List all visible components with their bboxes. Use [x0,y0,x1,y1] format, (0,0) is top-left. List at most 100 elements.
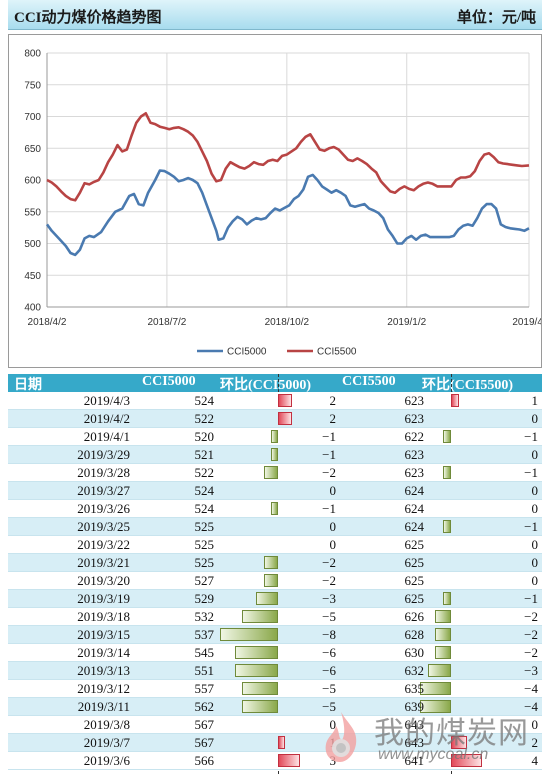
row-change-cci5000: 0 [329,483,337,498]
x-tick-label: 2018/7/2 [147,317,186,328]
databar [435,610,451,623]
databar [435,628,451,641]
table-row: 2019/3/25 525 0 624 −1 [8,518,542,536]
row-cci5500: 624 [404,483,425,498]
y-tick-label: 450 [24,271,41,282]
row-date: 2019/3/29 [77,447,130,462]
x-tick-label: 2019/4/ [512,317,541,328]
databar [278,412,293,425]
row-cci5500: 622 [404,429,425,444]
header-cci5500: CCI5500 [342,374,396,389]
row-change-cci5000: −6 [322,663,336,678]
table-row: 2019/3/15 537 −8 628 −2 [8,626,542,644]
databar [263,466,278,479]
row-date: 2019/3/14 [77,645,130,660]
table-row: 2019/3/28 522 −2 623 −1 [8,464,542,482]
databar [278,754,300,767]
table-row: 2019/3/19 529 −3 625 −1 [8,590,542,608]
row-cci5000: 521 [194,447,215,462]
databar [419,682,451,695]
row-cci5000: 567 [194,735,215,750]
y-tick-label: 500 [24,239,41,250]
y-tick-label: 400 [24,303,41,314]
row-cci5000: 520 [194,429,215,444]
row-change-cci5500: −1 [524,519,538,534]
row-cci5000: 566 [194,753,215,768]
row-date: 2019/3/8 [83,717,130,732]
row-date: 2019/3/6 [83,753,130,768]
row-date: 2019/3/11 [77,699,130,714]
row-date: 2019/4/1 [83,429,130,444]
row-change-cci5500: 1 [531,393,539,408]
row-change-cci5500: 0 [531,483,539,498]
series-line-cci5000 [45,169,530,257]
databar [270,430,278,443]
row-cci5000: 525 [194,555,215,570]
row-date: 2019/3/7 [83,735,130,750]
row-change-cci5500: 0 [531,447,539,462]
table-row: 2019/3/27 524 0 624 0 [8,482,542,500]
databar [435,646,451,659]
table-row: 2019/3/11 562 −5 639 −4 [8,698,542,716]
row-change-cci5000: 0 [329,519,337,534]
row-cci5500: 641 [404,753,425,768]
databar [443,466,451,479]
row-cci5000: 545 [194,645,215,660]
table-row: 2019/3/22 525 0 625 0 [8,536,542,554]
y-tick-label: 600 [24,176,41,187]
row-date: 2019/3/21 [77,555,130,570]
row-cci5000: 557 [194,681,215,696]
row-cci5000: 537 [194,627,215,642]
table-row: 2019/3/20 527 −2 625 0 [8,572,542,590]
table-row: 2019/4/2 522 2 623 0 [8,410,542,428]
row-change-cci5000: −3 [322,591,336,606]
flame-logo-icon [325,712,357,762]
row-cci5500: 623 [404,465,425,480]
databar [443,520,451,533]
row-change-cci5000: −1 [322,447,336,462]
databar [263,556,278,569]
series-line-cci5500 [46,112,530,202]
x-tick-label: 2019/1/2 [387,317,426,328]
databar [242,700,278,713]
row-change-cci5000: 2 [329,393,337,408]
legend-label: CCI5000 [227,347,267,358]
watermark-name: 我的煤炭网 [374,716,529,751]
row-change-cci5000: −2 [322,465,336,480]
price-table: 日期 CCI5000 环比(CCI5000) CCI5500 环比(CCI5500) 2… [8,374,542,774]
row-change-cci5500: 0 [531,573,539,588]
databar [451,736,467,749]
row-cci5500: 623 [404,393,425,408]
row-change-cci5000: 0 [329,717,337,732]
row-cci5000: 522 [194,465,215,480]
row-change-cci5500: −4 [524,681,538,696]
row-cci5000: 525 [194,519,215,534]
row-cci5000: 524 [194,501,215,516]
row-date: 2019/3/27 [77,483,130,498]
row-date: 2019/3/18 [77,609,130,624]
row-cci5500: 625 [404,573,425,588]
row-cci5000: 562 [194,699,215,714]
row-change-cci5500: −1 [524,429,538,444]
row-date: 2019/3/25 [77,519,130,534]
title-bar: CCI动力煤价格趋势图 单位：元/吨 [8,0,542,30]
databar [234,664,278,677]
row-cci5500: 643 [404,717,425,732]
databar [234,646,278,659]
row-change-cci5000: −1 [322,501,336,516]
row-change-cci5500: 0 [531,555,539,570]
row-cci5500: 630 [404,645,425,660]
chart-title: CCI动力煤价格趋势图 [14,10,162,26]
row-date: 2019/4/2 [83,411,130,426]
row-cci5500: 625 [404,555,425,570]
table-row: 2019/3/12 557 −5 635 −4 [8,680,542,698]
row-change-cci5000: 2 [329,411,337,426]
row-change-cci5500: −4 [524,699,538,714]
row-cci5000: 551 [194,663,215,678]
row-change-cci5500: −3 [524,663,538,678]
row-date: 2019/3/22 [77,537,130,552]
header-date: 日期 [14,378,42,393]
databar [443,430,451,443]
row-cci5000: 524 [194,483,215,498]
y-tick-label: 800 [24,49,41,60]
